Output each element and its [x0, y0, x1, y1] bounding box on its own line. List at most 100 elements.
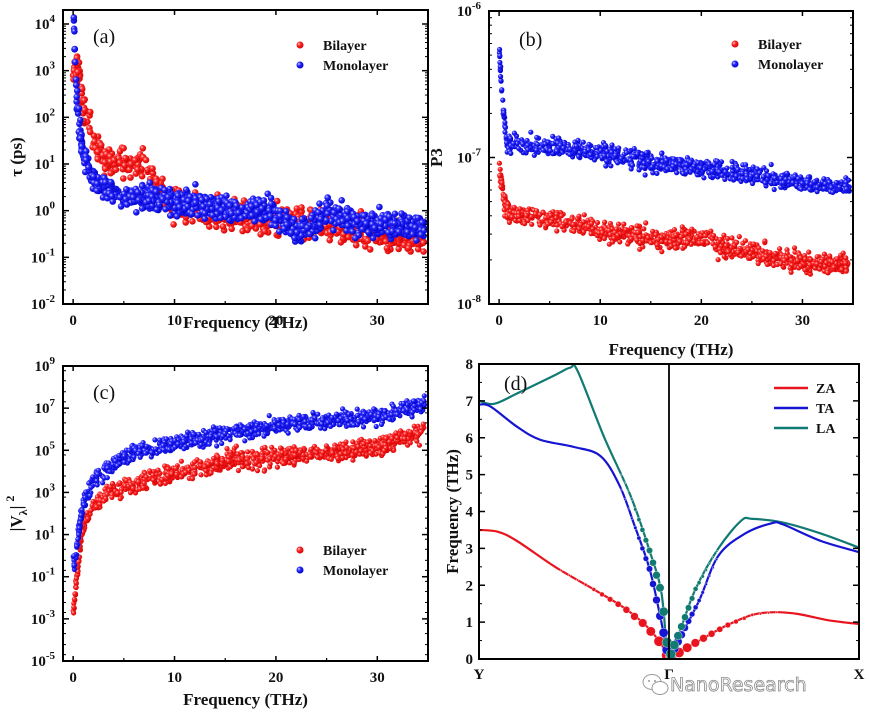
data-point [607, 231, 613, 238]
data-point [628, 225, 635, 231]
data-point [101, 158, 109, 166]
data-point [827, 253, 833, 259]
data-point [733, 173, 739, 179]
data-point [155, 467, 161, 473]
data-point [418, 219, 426, 226]
data-point [358, 448, 364, 454]
panel-a: 0 10 20 3010410310210110010-110-2BilayerMon… [7, 9, 429, 332]
data-point [605, 153, 611, 159]
data-point [381, 447, 387, 454]
data-point [330, 227, 337, 234]
data-point [340, 455, 346, 461]
x-tick-label: 30 [370, 313, 385, 329]
data-point [71, 553, 77, 559]
data-point [395, 245, 403, 253]
data-point [104, 491, 110, 497]
panel-label: (b) [519, 29, 542, 51]
data-point [648, 240, 654, 246]
data-point [778, 261, 784, 267]
data-point [623, 227, 629, 233]
data-point [755, 260, 761, 267]
data-point [101, 165, 109, 173]
data-point [320, 450, 326, 456]
data-point [705, 240, 711, 246]
data-point [192, 464, 198, 471]
data-point [528, 214, 534, 220]
data-point [533, 211, 539, 217]
data-point [117, 496, 123, 502]
data-point [194, 212, 201, 219]
y-tick-label: 102 [35, 106, 56, 126]
data-point [659, 150, 665, 157]
data-point [72, 58, 79, 66]
data-point [394, 435, 400, 441]
data-point [156, 201, 163, 208]
data-point [413, 237, 420, 244]
data-point [267, 461, 273, 467]
data-point [219, 457, 226, 463]
y-tick-label: 10-2 [31, 293, 56, 313]
series-monolayer [496, 46, 852, 195]
data-point [159, 477, 165, 483]
y-tick-label: 104 [35, 13, 56, 33]
data-point [500, 97, 506, 103]
data-point [376, 444, 382, 450]
data-point [807, 186, 813, 192]
data-point [277, 445, 284, 451]
data-point [839, 266, 845, 273]
data-point [129, 193, 137, 201]
data-point [209, 459, 215, 465]
data-point [709, 168, 715, 174]
data-point [152, 188, 160, 195]
data-point [254, 468, 261, 474]
data-point [367, 443, 373, 449]
data-point [307, 453, 313, 460]
data-point [110, 480, 116, 487]
data-point [628, 236, 634, 242]
data-point [143, 474, 149, 480]
data-point [683, 231, 689, 237]
data-point [663, 157, 669, 163]
data-point [528, 129, 534, 135]
data-point [842, 260, 849, 266]
data-point [141, 480, 147, 486]
data-point [818, 259, 824, 265]
data-point [576, 213, 582, 219]
data-point [542, 141, 548, 147]
data-point [582, 148, 588, 155]
data-point [260, 197, 268, 204]
legend-label-bilayer: Bilayer [323, 39, 367, 54]
data-point [672, 245, 679, 251]
data-point [398, 210, 405, 217]
data-point [197, 459, 204, 465]
data-point [742, 238, 749, 244]
data-point [78, 85, 86, 93]
data-point [377, 220, 385, 227]
data-point [101, 498, 107, 504]
legend-label-monolayer: Monolayer [323, 59, 388, 74]
data-point [695, 160, 701, 166]
data-point [721, 253, 727, 260]
data-point [117, 480, 123, 486]
data-point [71, 28, 78, 35]
x-tick-label: 20 [694, 313, 709, 329]
data-point [754, 173, 760, 180]
data-point [517, 217, 523, 224]
data-point [203, 472, 209, 478]
data-point [150, 472, 156, 478]
data-point [764, 261, 770, 267]
data-point [828, 184, 835, 190]
data-point [191, 471, 197, 477]
data-point [352, 241, 360, 249]
data-point [581, 229, 587, 235]
data-point [77, 116, 84, 124]
data-point [637, 234, 643, 240]
data-point [93, 187, 101, 194]
data-point [711, 232, 717, 239]
data-point [123, 201, 131, 208]
data-point [323, 216, 330, 224]
data-point [192, 181, 199, 188]
data-point [274, 464, 280, 470]
data-point [594, 220, 601, 226]
